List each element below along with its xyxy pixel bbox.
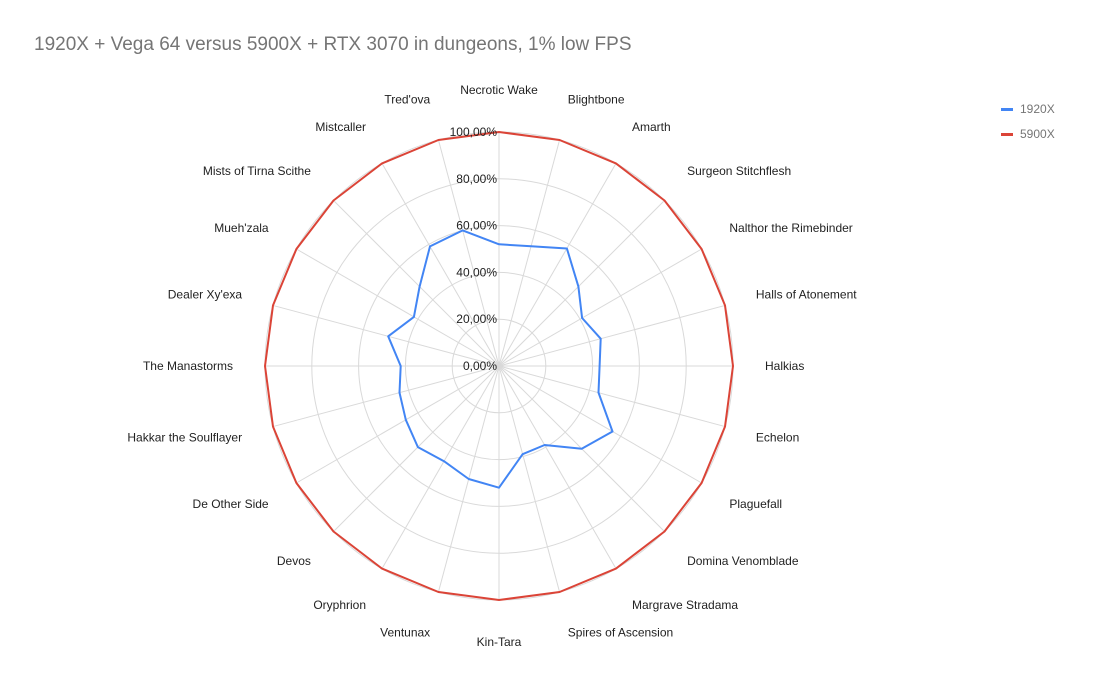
- legend-swatch-1920x: [1001, 107, 1013, 111]
- category-label: Domina Venomblade: [687, 554, 799, 568]
- grid-spoke: [498, 200, 665, 367]
- category-label: Amarth: [632, 120, 671, 134]
- tick-label: 60,00%: [456, 219, 497, 233]
- category-label: Necrotic Wake: [460, 83, 538, 97]
- category-label: Devos: [277, 554, 311, 568]
- tick-label: 20,00%: [456, 312, 497, 326]
- category-label: Dealer Xy'exa: [168, 288, 243, 302]
- category-label: Ventunax: [380, 626, 430, 640]
- grid-spoke: [296, 365, 500, 484]
- grid: [264, 131, 734, 601]
- grid-spoke: [381, 365, 500, 569]
- grid-spoke: [498, 365, 726, 428]
- category-label: Blightbone: [568, 92, 625, 106]
- grid-spoke: [498, 248, 702, 367]
- series-line-5900x: [264, 131, 734, 601]
- category-label: Kin-Tara: [477, 635, 522, 649]
- tick-label: 80,00%: [456, 172, 497, 186]
- category-label: Mueh'zala: [214, 221, 269, 235]
- legend-swatch-5900x: [1001, 132, 1013, 136]
- grid-spoke: [498, 365, 561, 593]
- category-label: Halkias: [765, 359, 804, 373]
- category-label: Hakkar the Soulflayer: [127, 430, 242, 444]
- category-label: Plaguefall: [729, 497, 782, 511]
- category-label: Nalthor the Rimebinder: [729, 221, 852, 235]
- grid-spoke: [333, 200, 500, 367]
- category-label: The Manastorms: [143, 359, 233, 373]
- category-label: Surgeon Stitchflesh: [687, 164, 791, 178]
- tick-label: 0,00%: [463, 359, 497, 373]
- chart-title: 1920X + Vega 64 versus 5900X + RTX 3070 …: [34, 34, 632, 55]
- grid-spoke: [437, 139, 500, 367]
- legend: 1920X 5900X: [1001, 101, 1055, 151]
- grid-spoke: [498, 365, 702, 484]
- series-line-1920x: [387, 229, 614, 489]
- grid-spoke: [498, 163, 617, 367]
- tick-labels: 0,00% 20,00% 40,00% 60,00% 80,00% 100,00%: [450, 125, 498, 373]
- category-label: Spires of Ascension: [568, 626, 673, 640]
- tick-label: 100,00%: [450, 125, 498, 139]
- legend-label-5900x: 5900X: [1020, 127, 1055, 141]
- category-label: Oryphrion: [313, 598, 366, 612]
- category-labels: Necrotic Wake Blightbone Amarth Surgeon Sti…: [127, 83, 857, 649]
- legend-label-1920x: 1920X: [1020, 102, 1055, 116]
- category-label: Echelon: [756, 430, 799, 444]
- category-label: De Other Side: [193, 497, 269, 511]
- grid-spoke: [381, 163, 500, 367]
- grid-spoke: [498, 304, 726, 367]
- category-label: Mists of Tirna Scithe: [203, 164, 311, 178]
- grid-spoke: [498, 139, 561, 367]
- grid-spoke: [272, 365, 500, 428]
- grid-spoke: [498, 365, 617, 569]
- category-label: Halls of Atonement: [756, 288, 857, 302]
- grid-spoke: [333, 365, 500, 532]
- category-label: Tred'ova: [384, 92, 430, 106]
- grid-spoke: [296, 248, 500, 367]
- tick-label: 40,00%: [456, 265, 497, 279]
- category-label: Margrave Stradama: [632, 598, 738, 612]
- category-label: Mistcaller: [315, 120, 366, 134]
- grid-spoke: [272, 304, 500, 367]
- legend-item-5900x[interactable]: 5900X: [1001, 126, 1055, 142]
- legend-item-1920x[interactable]: 1920X: [1001, 101, 1055, 117]
